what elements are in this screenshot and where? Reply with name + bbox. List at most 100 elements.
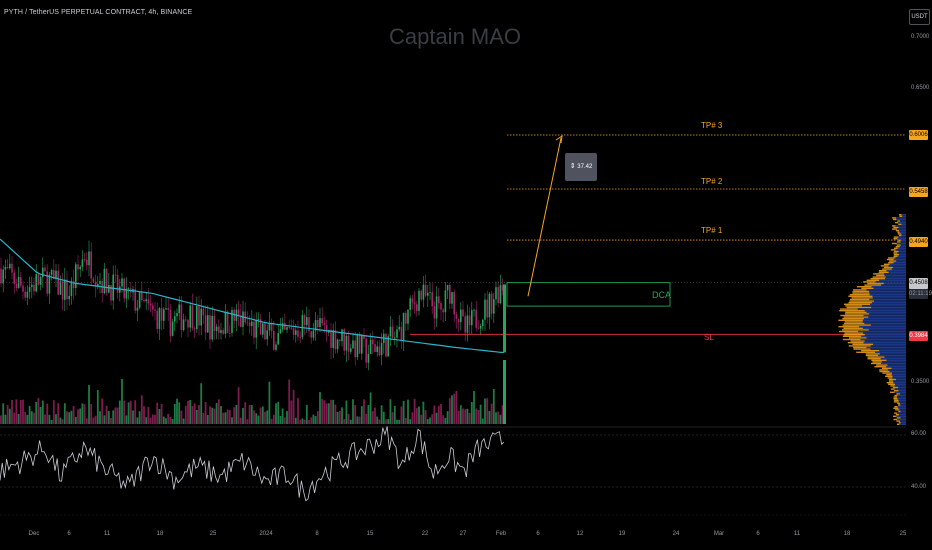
profile-buy-bar xyxy=(856,351,876,353)
candle-body xyxy=(44,267,46,272)
profile-sell-bar xyxy=(888,271,906,273)
volume-bar xyxy=(473,391,475,424)
volume-bar xyxy=(486,398,489,424)
candle-body xyxy=(339,339,341,342)
volume-bar xyxy=(176,398,178,424)
volume-bar xyxy=(257,415,260,424)
moving-average-line xyxy=(0,238,505,353)
candle-body xyxy=(446,285,449,291)
time-tick: 18 xyxy=(843,531,851,537)
candle-body xyxy=(495,287,497,300)
volume-bar xyxy=(354,405,357,424)
profile-buy-bar xyxy=(842,318,864,320)
candle-body xyxy=(310,331,312,338)
volume-bar xyxy=(180,410,183,424)
volume-bar xyxy=(376,416,379,424)
profile-sell-bar xyxy=(897,238,906,240)
profile-buy-bar xyxy=(892,218,897,221)
profile-sell-bar xyxy=(884,356,906,358)
volume-bar xyxy=(8,408,11,424)
volume-bar xyxy=(112,410,115,424)
volume-bar xyxy=(464,409,467,424)
candle-body xyxy=(218,326,220,333)
tp2-label: TP# 2 xyxy=(701,177,723,186)
volume-bar xyxy=(246,419,249,424)
profile-buy-bar xyxy=(882,372,893,374)
profile-sell-bar xyxy=(873,300,906,302)
candle-body xyxy=(347,335,350,352)
profile-buy-bar xyxy=(848,337,867,339)
volume-bar xyxy=(145,417,148,424)
profile-buy-bar xyxy=(886,374,892,376)
volume-bar xyxy=(327,403,330,424)
volume-bar xyxy=(211,407,214,424)
measure-tooltip[interactable]: ⇕ 37.42 xyxy=(565,153,597,181)
profile-sell-bar xyxy=(880,358,906,360)
candle-body xyxy=(196,306,198,330)
profile-buy-bar xyxy=(879,370,890,373)
rsi-line xyxy=(0,426,505,502)
candle-body xyxy=(433,306,436,319)
volume-bar xyxy=(341,407,343,424)
candle-body xyxy=(226,311,229,333)
profile-buy-bar xyxy=(881,367,892,369)
volume-bar xyxy=(413,398,416,424)
volume-bar xyxy=(226,409,229,424)
profile-buy-bar xyxy=(897,241,901,243)
profile-sell-bar xyxy=(897,418,906,421)
volume-bar xyxy=(79,408,82,424)
candle-body xyxy=(246,322,249,324)
volume-bar xyxy=(151,414,154,424)
candle-body xyxy=(209,315,211,340)
profile-sell-bar xyxy=(864,340,906,342)
volume-bar xyxy=(242,407,244,424)
candle-body xyxy=(248,322,251,326)
volume-bar xyxy=(22,399,24,424)
profile-sell-bar xyxy=(863,332,906,334)
volume-bar xyxy=(125,415,128,424)
volume-bar xyxy=(429,417,431,424)
volume-bar xyxy=(330,399,332,424)
profile-sell-bar xyxy=(900,417,906,419)
candle-body xyxy=(193,328,196,330)
candle-body xyxy=(108,284,110,293)
candle-body xyxy=(477,327,480,329)
volume-bar xyxy=(378,419,381,424)
candle-body xyxy=(290,327,293,329)
candle-body xyxy=(367,353,370,363)
volume-bar xyxy=(277,401,280,424)
profile-sell-bar xyxy=(873,343,906,345)
volume-bar xyxy=(435,412,438,424)
profile-buy-bar xyxy=(886,382,894,384)
profile-sell-bar xyxy=(897,398,906,400)
volume-bar xyxy=(426,419,429,424)
profile-sell-bar xyxy=(892,372,906,374)
currency-badge[interactable]: USDT xyxy=(909,9,930,25)
volume-bar xyxy=(391,412,394,424)
time-tick: 11 xyxy=(793,531,801,537)
candle-body xyxy=(473,309,475,311)
profile-sell-bar xyxy=(897,406,906,408)
candle-body xyxy=(297,330,299,337)
candle-body xyxy=(482,319,484,326)
profile-sell-bar xyxy=(894,391,906,393)
profile-sell-bar xyxy=(895,257,906,259)
profile-sell-bar xyxy=(899,230,906,232)
candle-body xyxy=(369,339,372,354)
profile-buy-bar xyxy=(893,254,900,256)
profile-sell-bar xyxy=(886,366,906,368)
volume-bar xyxy=(312,414,315,424)
profile-buy-bar xyxy=(893,226,899,229)
volume-bar xyxy=(457,410,460,424)
candle-body xyxy=(229,332,231,334)
volume-bar xyxy=(103,415,106,424)
candle-body xyxy=(15,283,18,288)
candle-body xyxy=(471,310,473,326)
profile-buy-bar xyxy=(843,316,869,318)
volume-bar xyxy=(96,389,99,424)
volume-bar xyxy=(200,383,203,424)
candle-body xyxy=(83,259,86,261)
price-tick: 0.3500 xyxy=(911,379,930,385)
candle-body xyxy=(72,281,75,288)
